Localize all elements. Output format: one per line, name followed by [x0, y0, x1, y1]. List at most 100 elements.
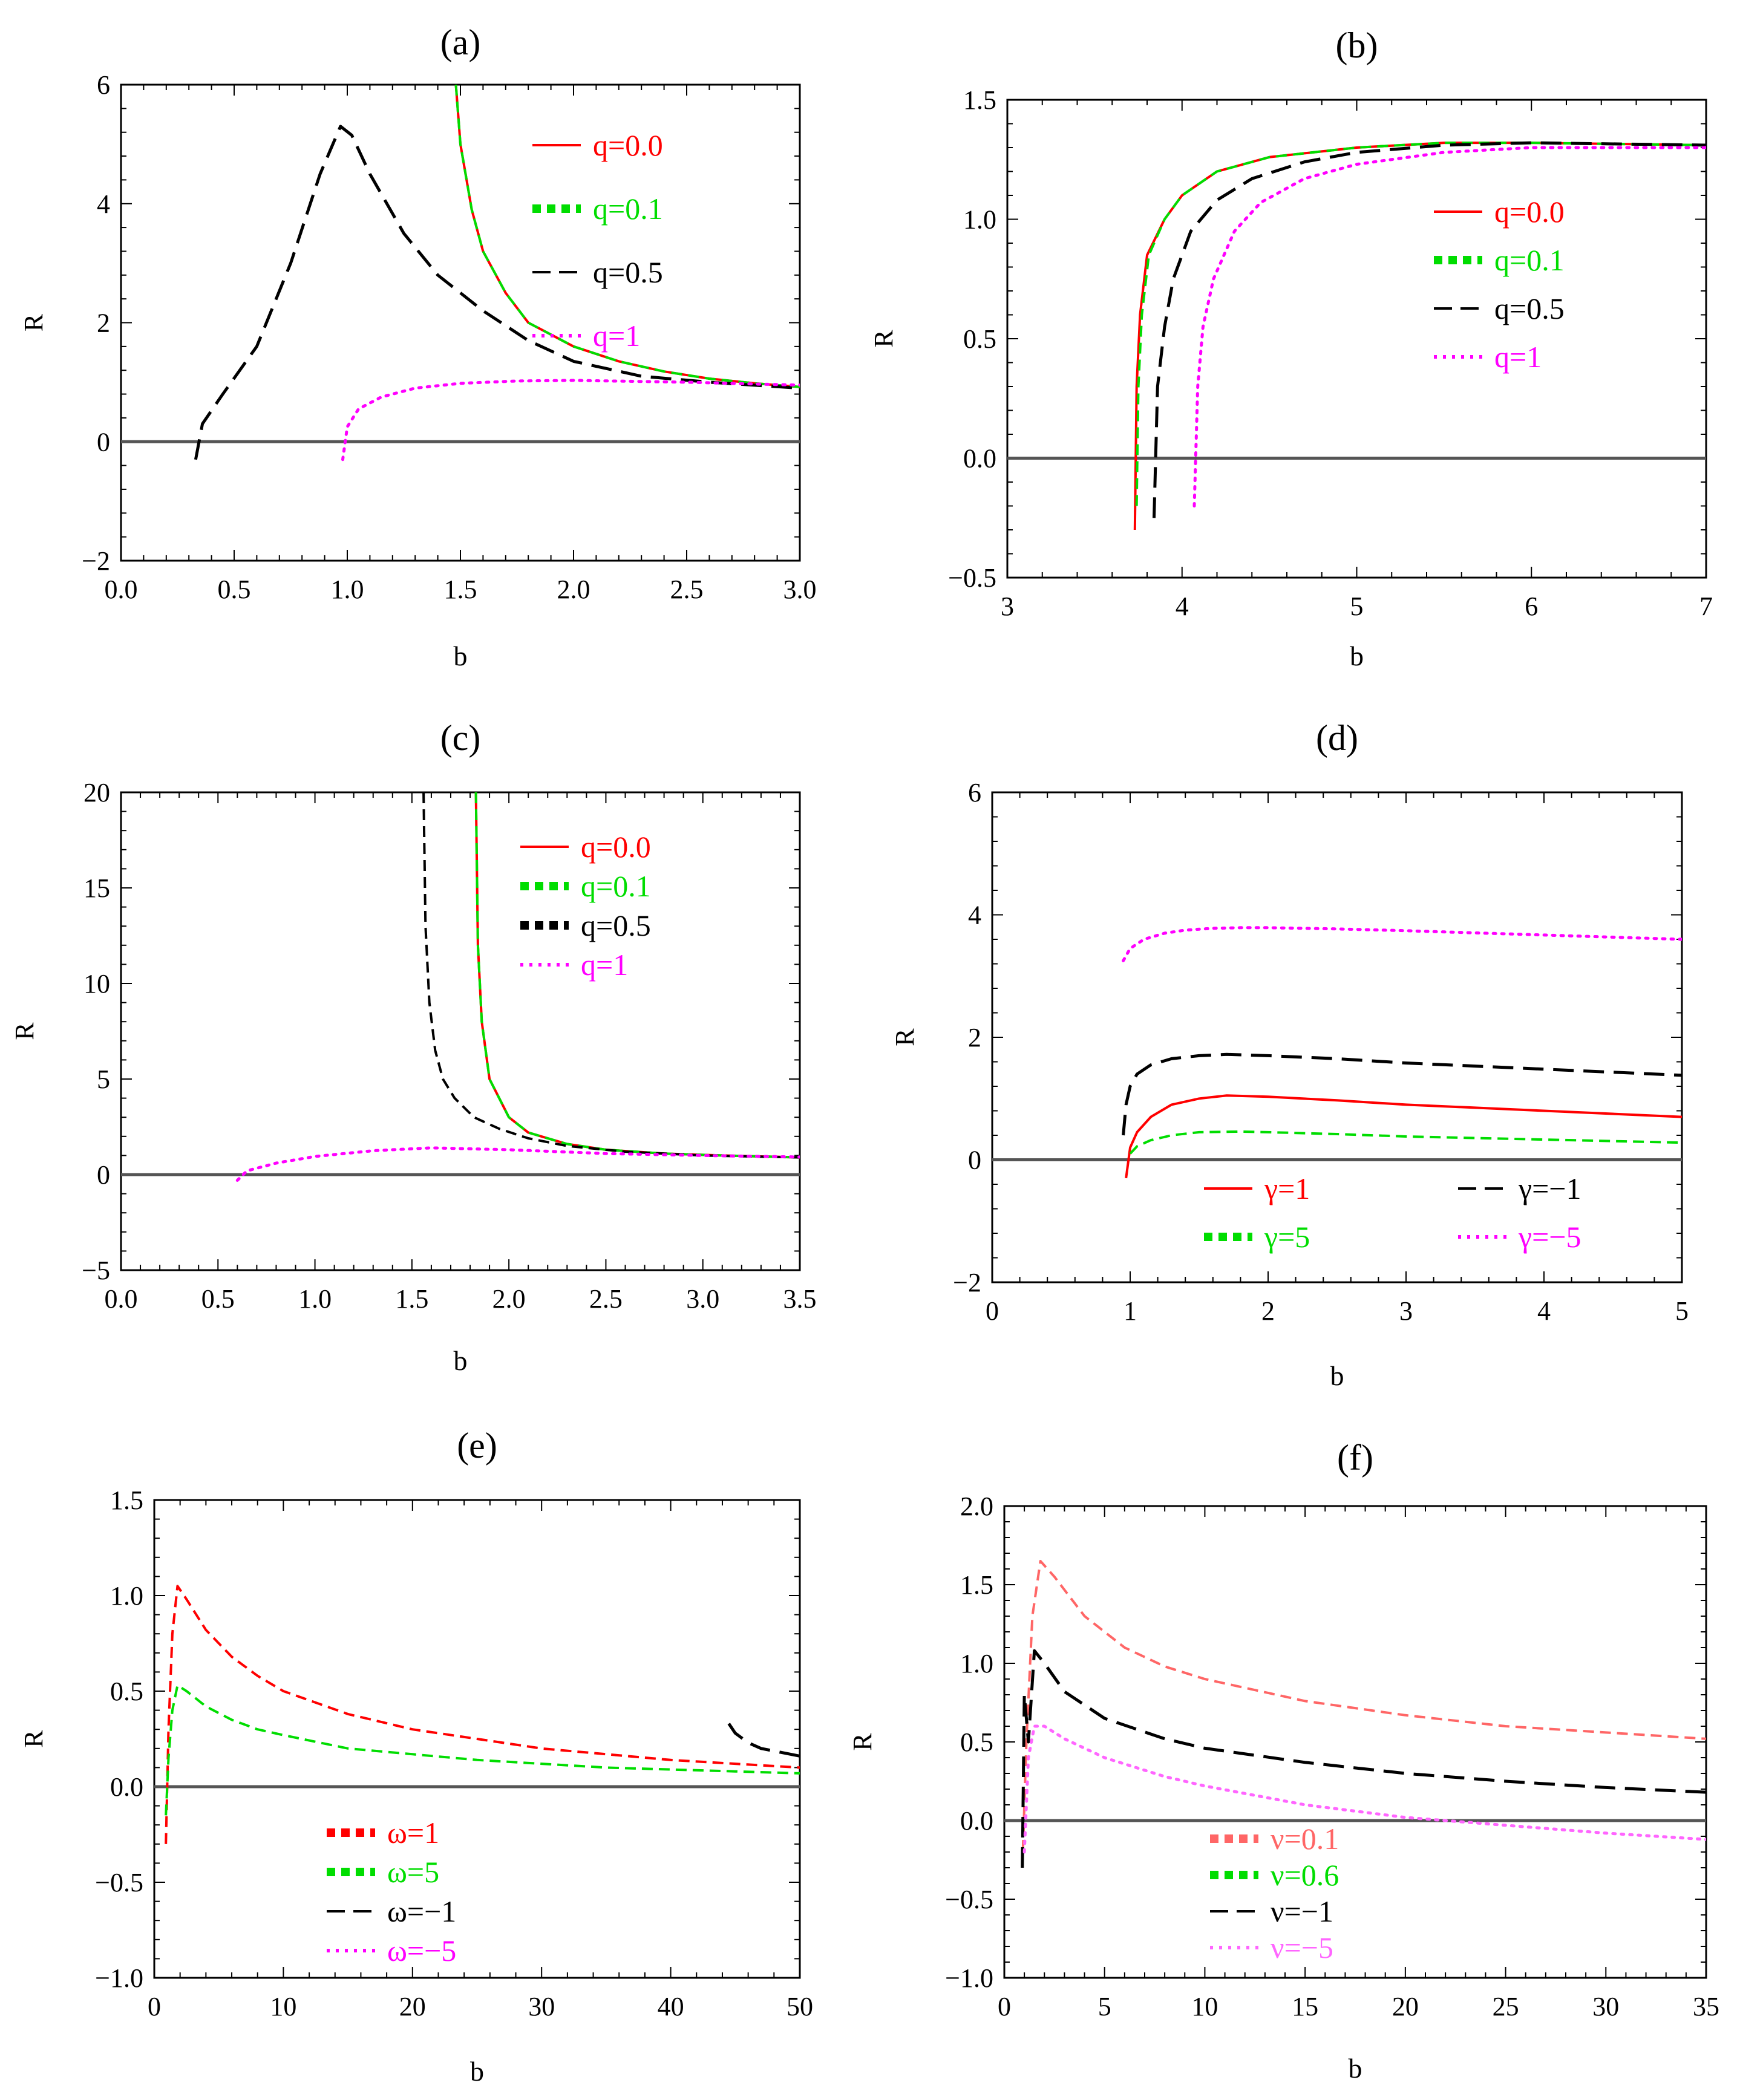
x-tick-label: 2: [1261, 1296, 1275, 1326]
legend-label: q=0.0: [1494, 195, 1565, 229]
panel-title: (f): [1337, 1438, 1373, 1478]
series-line-3: [1192, 146, 1706, 507]
x-tick-label: 0.0: [105, 1284, 138, 1314]
legend-label: q=0.5: [593, 255, 663, 289]
x-tick-label: 2.5: [670, 575, 704, 604]
y-tick-label: 5: [97, 1065, 110, 1094]
x-tick-label: 40: [658, 1992, 684, 2021]
panel-title: (b): [1336, 25, 1378, 65]
plot-frame: [1003, 1505, 1707, 1979]
x-tick-label: 0: [148, 1992, 161, 2021]
x-axis-label: b: [1330, 1360, 1344, 1391]
y-tick-label: −1.0: [945, 1963, 993, 1993]
y-tick-label: 0.0: [963, 444, 996, 474]
x-tick-label: 35: [1693, 1992, 1719, 2021]
series-line-0: [1021, 1560, 1706, 1868]
series-line-2: [422, 792, 800, 1159]
series-line-3: [235, 1146, 800, 1182]
panel-title: (a): [440, 22, 481, 62]
legend-label: q=0.0: [593, 128, 663, 162]
x-tick-label: 30: [528, 1992, 555, 2021]
panel-title: (d): [1316, 718, 1358, 758]
series-line-0: [165, 1585, 800, 1844]
plot-frame: [991, 791, 1683, 1283]
x-tick-label: 0: [986, 1296, 999, 1326]
y-tick-label: 0.0: [110, 1772, 143, 1802]
x-tick-label: 0.5: [201, 1284, 235, 1314]
y-tick-label: 4: [968, 901, 981, 930]
legend-label: ν=−5: [1271, 1931, 1333, 1965]
x-axis-label: b: [1350, 641, 1364, 671]
series-line-1: [1122, 1052, 1682, 1136]
x-tick-label: 2.0: [557, 575, 590, 604]
x-tick-label: 6: [1525, 592, 1538, 621]
panel-f: 0 5 10 15 20 25 30 35 −1.0 −0.5 0.0 0.5 1.0 1.5 2.0 (f)…: [848, 1438, 1719, 2084]
y-axis-label: R: [19, 1730, 48, 1748]
legend-label: q=0.1: [1494, 243, 1565, 277]
x-tick-label: 3.0: [783, 575, 817, 604]
y-tick-label: 0.5: [963, 324, 996, 354]
y-tick-label: 1.5: [963, 85, 996, 115]
legend-label: ω=1: [387, 1816, 439, 1850]
y-axis-label: R: [848, 1733, 877, 1751]
panel-b: 3 4 5 6 7 −0.5 0.0 0.5 1.0 1.5 (b) b Rq=0.0 q=0.1 q=0.…: [869, 25, 1713, 671]
plot-frame: [153, 1499, 801, 1979]
x-tick-label: 0.0: [105, 575, 138, 604]
series-line-2: [1153, 141, 1706, 518]
x-tick-label: 2.5: [589, 1284, 623, 1314]
y-tick-label: 2: [97, 308, 110, 338]
y-tick-label: 0.5: [960, 1727, 993, 1757]
y-tick-label: 0: [97, 427, 110, 457]
x-tick-label: 1.0: [331, 575, 364, 604]
legend-label: γ=−5: [1518, 1220, 1581, 1254]
series-line-1: [165, 1684, 800, 1816]
x-tick-label: 0: [998, 1992, 1011, 2021]
y-axis-label: R: [869, 330, 898, 348]
x-tick-label: 4: [1176, 592, 1189, 621]
series-line-0: [1133, 142, 1706, 530]
panel-a: 0.0 0.5 1.0 1.5 2.0 2.5 3.0 −2 0 2 4 6 (a) b Rq=0.0 q=0…: [19, 22, 817, 671]
x-tick-label: 15: [1292, 1992, 1318, 2021]
x-tick-label: 3: [1001, 592, 1014, 621]
x-tick-label: 25: [1493, 1992, 1519, 2021]
panel-c: 0.0 0.5 1.0 1.5 2.0 2.5 3.0 3.5 −5 0 5 10 15 20 (c) b Rq…: [10, 718, 817, 1376]
x-tick-label: 5: [1675, 1296, 1689, 1326]
legend-label: q=0.1: [593, 192, 663, 226]
panel-title: (c): [440, 718, 481, 758]
y-tick-label: −5: [82, 1256, 110, 1285]
series-line-3: [341, 379, 800, 461]
legend-label: ω=5: [387, 1855, 439, 1889]
y-tick-label: 10: [83, 969, 110, 999]
y-tick-label: 1.5: [110, 1485, 143, 1515]
plot-frame: [120, 83, 801, 562]
legend-label: q=1: [593, 319, 640, 353]
y-tick-label: 4: [97, 189, 110, 219]
x-axis-label: b: [470, 2056, 484, 2087]
x-tick-label: 3.5: [783, 1284, 817, 1314]
x-tick-label: 4: [1537, 1296, 1551, 1326]
y-axis-label: R: [19, 313, 48, 331]
legend-label: ω=−1: [387, 1894, 456, 1928]
legend-label: ν=0.1: [1271, 1822, 1339, 1856]
y-tick-label: 1.0: [960, 1649, 993, 1678]
x-tick-label: 1: [1123, 1296, 1137, 1326]
x-tick-label: 1.0: [298, 1284, 332, 1314]
x-tick-label: 3.0: [686, 1284, 719, 1314]
legend-label: q=0.5: [1494, 292, 1565, 325]
x-tick-label: 1.5: [444, 575, 477, 604]
legend-label: q=0.0: [581, 830, 651, 864]
x-tick-label: 50: [787, 1992, 813, 2021]
y-tick-label: 20: [83, 778, 110, 807]
y-tick-label: −2: [953, 1268, 981, 1297]
series-line-2: [194, 125, 800, 460]
plot-frame: [1006, 99, 1707, 579]
y-tick-label: 0: [97, 1160, 110, 1190]
y-tick-label: 1.0: [963, 205, 996, 235]
y-tick-label: −0.5: [95, 1868, 143, 1897]
y-tick-label: −0.5: [945, 1885, 993, 1914]
x-tick-label: 0.5: [218, 575, 251, 604]
x-tick-label: 30: [1592, 1992, 1619, 2021]
y-tick-label: −0.5: [948, 563, 996, 593]
x-tick-label: 5: [1098, 1992, 1111, 2021]
